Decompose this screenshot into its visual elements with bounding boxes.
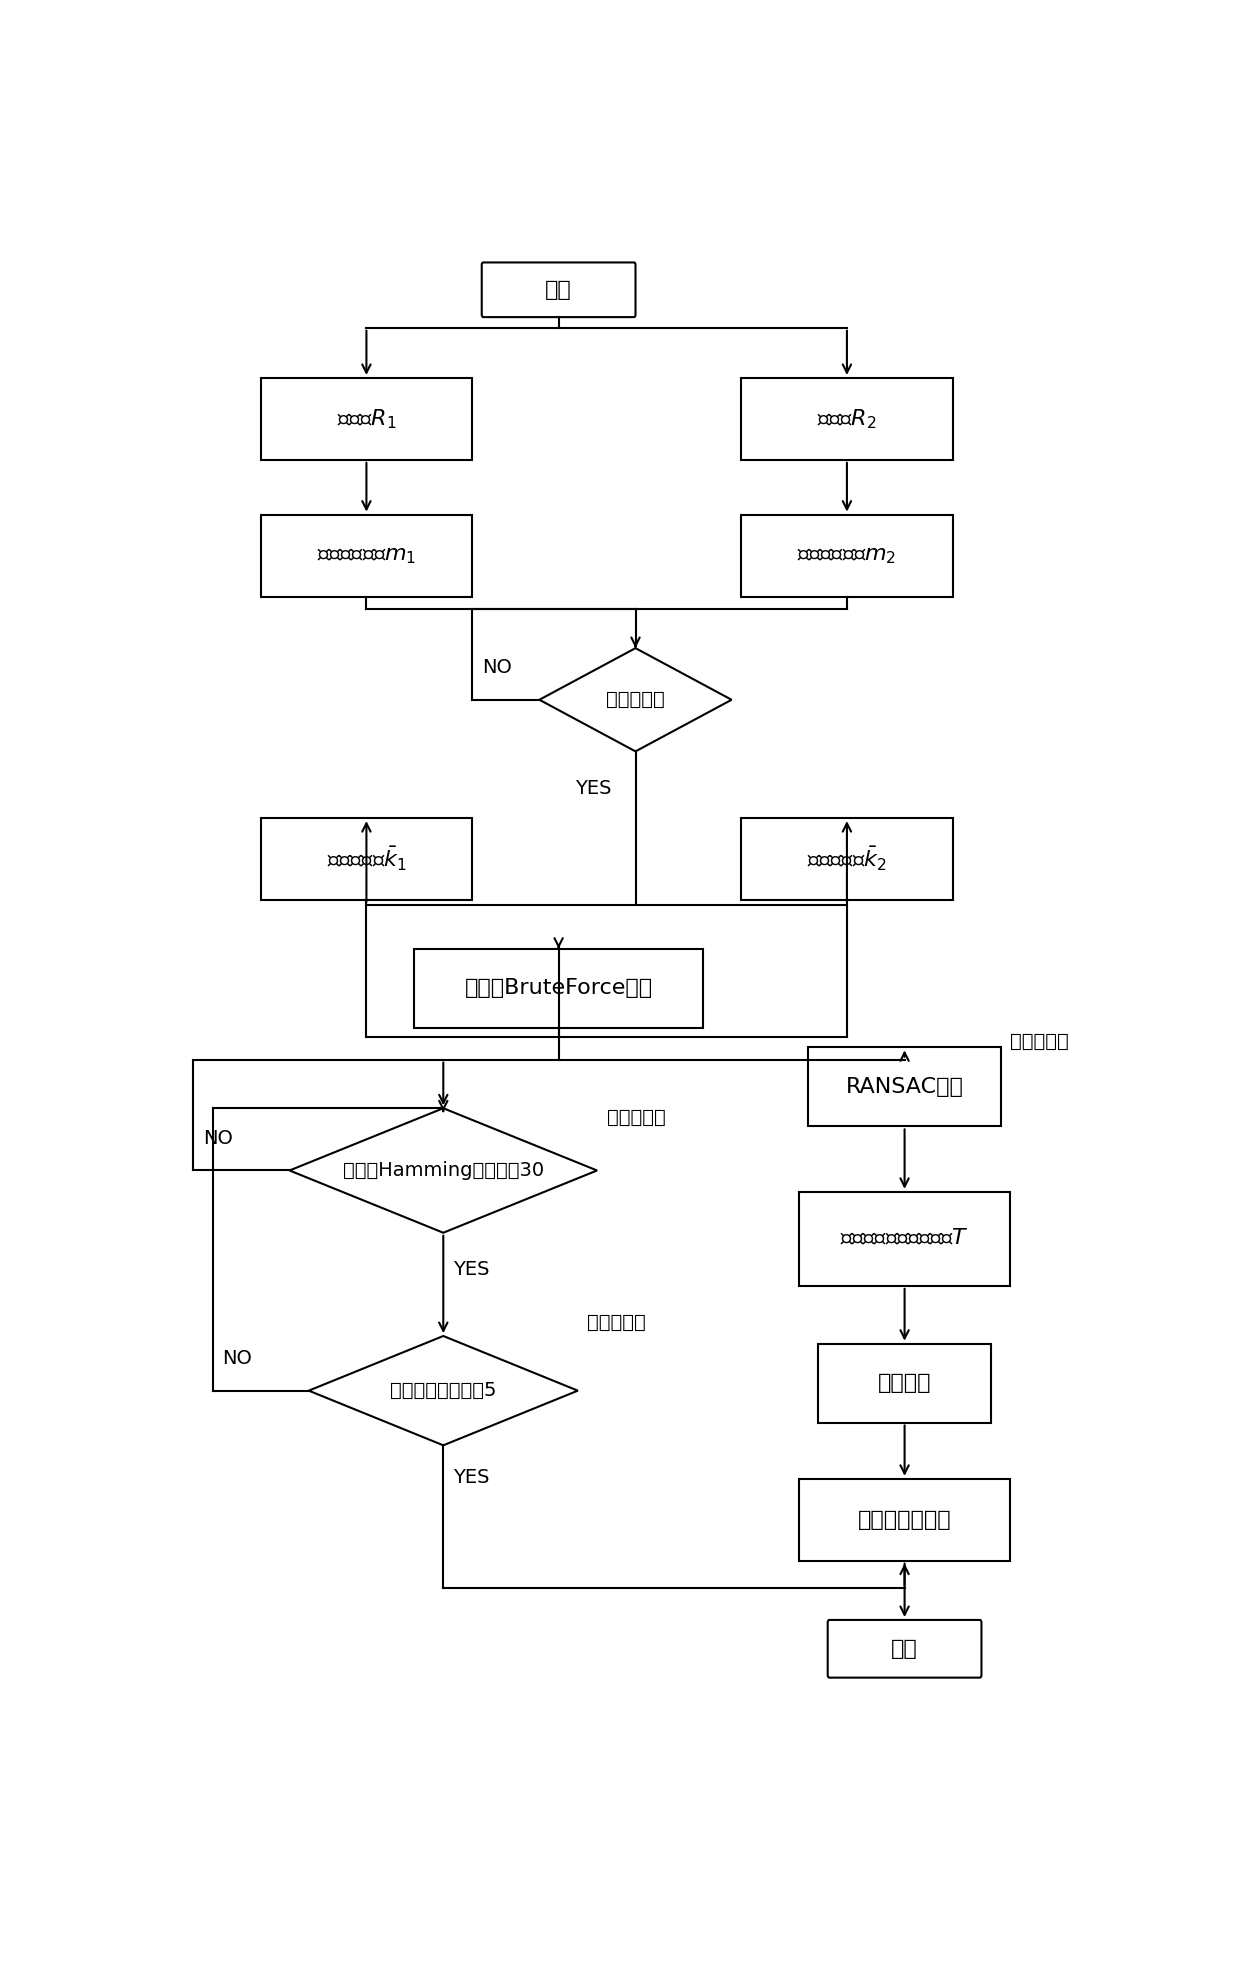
Bar: [742, 515, 952, 596]
Polygon shape: [309, 1335, 578, 1445]
Text: 机器人$R_1$: 机器人$R_1$: [336, 406, 397, 430]
Text: 开始: 开始: [546, 280, 572, 300]
Text: 提取特征点$\bar{k}_2$: 提取特征点$\bar{k}_2$: [807, 846, 887, 874]
Bar: [799, 1191, 1011, 1286]
Bar: [414, 949, 703, 1027]
Text: NO: NO: [222, 1349, 252, 1369]
Text: 局部栊格地图$m_2$: 局部栊格地图$m_2$: [797, 546, 897, 566]
Polygon shape: [289, 1108, 596, 1232]
Bar: [260, 515, 472, 596]
Text: 是否灰度图: 是否灰度图: [606, 690, 665, 710]
Text: 第三步提绌: 第三步提绌: [1011, 1031, 1069, 1051]
Text: 计算地图间的单应矩阵$T$: 计算地图间的单应矩阵$T$: [841, 1229, 968, 1248]
Bar: [742, 818, 952, 899]
Text: NO: NO: [481, 659, 512, 676]
Text: 机器人$R_2$: 机器人$R_2$: [817, 406, 877, 430]
Bar: [808, 1047, 1001, 1126]
Text: 特征点BruteForce匹配: 特征点BruteForce匹配: [465, 978, 652, 998]
FancyBboxPatch shape: [481, 262, 635, 317]
Polygon shape: [539, 649, 732, 751]
Text: 地图融合: 地图融合: [878, 1373, 931, 1392]
Bar: [799, 1479, 1011, 1560]
Bar: [260, 379, 472, 459]
Text: 局部栊格地图$m_1$: 局部栊格地图$m_1$: [316, 546, 417, 566]
Text: YES: YES: [453, 1467, 490, 1487]
Text: YES: YES: [453, 1260, 490, 1280]
Bar: [260, 818, 472, 899]
Text: 特征点距离差大于5: 特征点距离差大于5: [391, 1380, 496, 1400]
Text: 第一步提绌: 第一步提绌: [606, 1108, 666, 1126]
Bar: [818, 1343, 991, 1422]
FancyBboxPatch shape: [828, 1619, 982, 1678]
Bar: [742, 379, 952, 459]
Text: 结束: 结束: [892, 1639, 918, 1658]
Text: RANSAC算法: RANSAC算法: [846, 1077, 963, 1096]
Text: YES: YES: [575, 779, 611, 799]
Text: 融合的全局地图: 融合的全局地图: [858, 1511, 951, 1530]
Text: NO: NO: [203, 1128, 233, 1148]
Text: 第二步提绌: 第二步提绌: [588, 1313, 646, 1331]
Text: 描述子Hamming距离大于30: 描述子Hamming距离大于30: [342, 1162, 544, 1179]
Text: 提取特征点$\bar{k}_1$: 提取特征点$\bar{k}_1$: [326, 846, 407, 874]
